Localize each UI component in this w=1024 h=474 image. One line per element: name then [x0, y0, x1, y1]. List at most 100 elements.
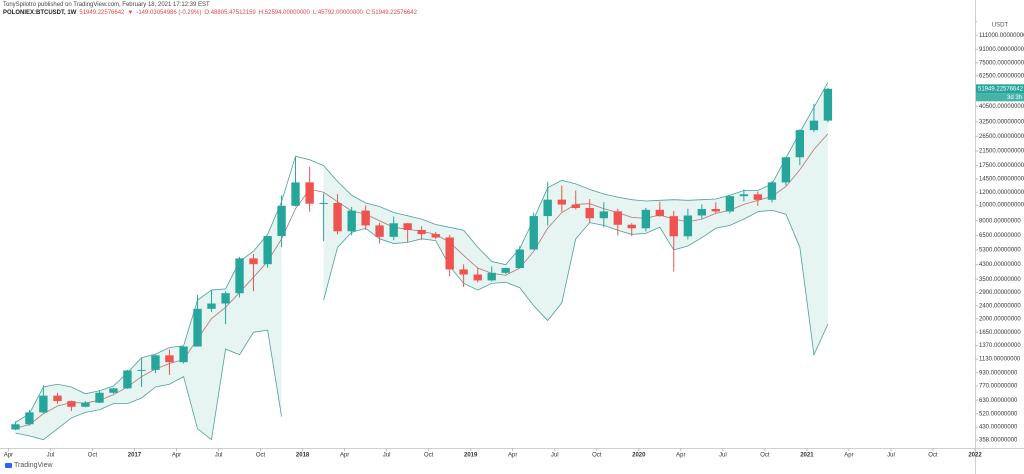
y-tick-label: 32500.00000000 — [979, 120, 1024, 126]
direction: ▼ — [127, 10, 134, 16]
x-tick-label: Apr — [508, 453, 517, 459]
y-tick-label: 1370.00000000 — [979, 343, 1021, 349]
y-tick-label: 17500.00000000 — [979, 163, 1024, 169]
x-tick-label: Oct — [928, 453, 938, 459]
candle-body — [459, 269, 468, 275]
y-tick-label: 2000.00000000 — [979, 316, 1021, 322]
candle-body — [473, 274, 482, 281]
y-tick-label: 2900.00000000 — [979, 290, 1021, 296]
candle-body — [641, 209, 651, 229]
y-tick-label: 1650.00000000 — [979, 330, 1021, 336]
candle-body — [683, 215, 693, 237]
candle-body — [823, 88, 833, 121]
y-tick-label: 358.00000000 — [979, 438, 1018, 444]
y-tick-label: 26500.00000000 — [979, 134, 1024, 140]
y-tick-label: 5300.00000000 — [979, 247, 1021, 253]
candle-body — [165, 355, 174, 363]
candle-body — [627, 224, 636, 229]
candle-body — [515, 249, 524, 269]
candle-body — [487, 272, 496, 281]
brand-icon — [5, 463, 12, 468]
x-tick-label: Oct — [760, 453, 770, 459]
axes: 135000.00000000111000.0000000091000.0000… — [4, 19, 1024, 459]
y-tick-label: 430.00000000 — [979, 425, 1018, 431]
header: TonySpilotro published on TradingView.co… — [3, 1, 420, 17]
x-tick-label: Jul — [215, 453, 223, 459]
y-tick-label: 3500.00000000 — [979, 277, 1021, 283]
candle-body — [235, 258, 244, 294]
candle-body — [557, 199, 566, 205]
y-tick-label: 8000.00000000 — [979, 218, 1021, 224]
y-tick-label: 111000.00000000 — [979, 33, 1024, 39]
candle-body — [361, 210, 370, 226]
candle-body — [711, 209, 720, 212]
candle-body — [137, 369, 146, 371]
currency: USDT — [992, 23, 1009, 29]
candle-body — [81, 402, 90, 407]
open: O:48805.47512159 — [204, 10, 256, 16]
x-tick-label: 2019 — [464, 453, 478, 459]
y-tick-label: 10000.00000000 — [979, 203, 1024, 209]
last-price-tag — [976, 84, 1024, 94]
x-tick-label: Oct — [88, 453, 98, 459]
candle-body — [263, 236, 272, 265]
x-tick-label: Apr — [340, 453, 349, 459]
candle-body — [193, 308, 202, 347]
candle-body — [655, 209, 664, 217]
candle-body — [809, 120, 819, 131]
y-tick-label: 930.00000000 — [979, 370, 1018, 376]
candle-body — [543, 199, 552, 217]
plot-area — [11, 82, 833, 441]
candle-body — [613, 211, 622, 225]
x-tick-label: 2021 — [800, 453, 814, 459]
candle-body — [417, 229, 426, 235]
x-tick-label: 2020 — [632, 453, 646, 459]
candle-body — [725, 196, 735, 212]
y-tick-label: 4300.00000000 — [979, 262, 1021, 268]
candle-body — [739, 194, 749, 197]
candle-body — [585, 207, 594, 219]
symbol-line: POLONIEX:BTCUSDT, 1W 51949.22576642 ▼ -149.… — [3, 9, 420, 17]
candle-body — [11, 424, 20, 430]
x-tick-label: Jul — [383, 453, 391, 459]
currency-bg — [977, 14, 1024, 28]
candle-body — [669, 216, 678, 237]
high: H:52594.00000000 — [258, 10, 310, 16]
candle-body — [697, 209, 707, 216]
candle-body — [305, 182, 314, 204]
candle-body — [389, 223, 398, 237]
brand: TradingView — [5, 462, 53, 469]
x-tick-label: 2017 — [128, 453, 142, 459]
y-tick-label: 21500.00000000 — [979, 149, 1024, 155]
x-tick-label: Jul — [719, 453, 727, 459]
y-tick-label: 630.00000000 — [979, 398, 1018, 404]
candle-body — [767, 182, 777, 200]
candle-body — [179, 346, 188, 363]
publish-line: TonySpilotro published on TradingView.co… — [3, 2, 210, 8]
candle-body — [571, 204, 580, 208]
candle-body — [753, 194, 762, 200]
candle-body — [95, 392, 104, 403]
countdown-tag — [976, 93, 1024, 102]
x-tick-label: Jul — [887, 453, 895, 459]
candle-body — [333, 203, 342, 232]
last-price: 51949.22576642 — [79, 10, 125, 16]
band-upper — [15, 82, 829, 423]
candle-body — [67, 401, 76, 407]
low: L:45792.00000000 — [312, 10, 363, 16]
x-tick-label: Apr — [172, 453, 181, 459]
x-tick-label: Oct — [592, 453, 602, 459]
candle-body — [529, 216, 538, 250]
band-fill — [15, 201, 282, 440]
x-tick-label: Apr — [4, 453, 13, 459]
brand-text: TradingView — [14, 462, 53, 469]
y-tick-label: 62500.00000000 — [979, 73, 1024, 79]
change: -149.03054986 (-0.29%) — [136, 10, 202, 16]
band-fill — [323, 82, 828, 355]
candle-body — [109, 388, 118, 393]
x-tick-label: Jul — [551, 453, 559, 459]
y-tick-label: 75000.00000000 — [979, 60, 1024, 66]
y-tick-label: 520.00000000 — [979, 411, 1018, 417]
